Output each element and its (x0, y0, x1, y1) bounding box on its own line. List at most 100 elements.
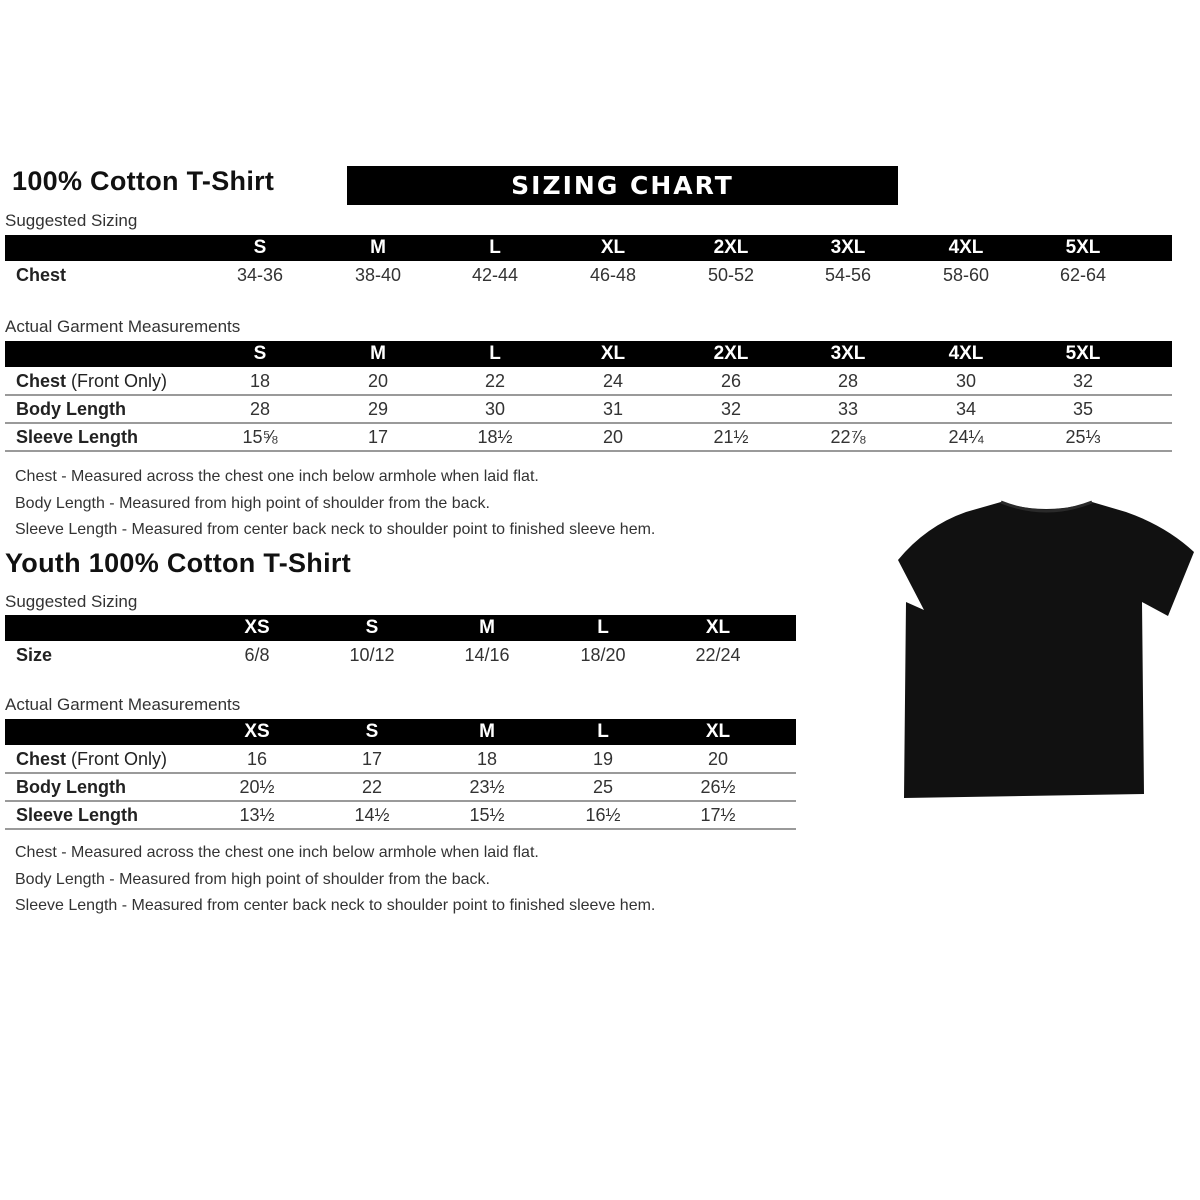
table-cell: 32 (1072, 371, 1094, 391)
table-header: S M L XL 2XL 3XL 4XL 5XL (5, 235, 1172, 261)
size-header-m: M (370, 343, 386, 364)
size-header-s: S (253, 343, 267, 364)
table-row: Sleeve Length 13½ 14½ 15½ 16½ 17½ (5, 801, 796, 829)
row-label-note: (Front Only) (66, 749, 168, 769)
table-cell: 20 (602, 427, 624, 447)
youth-note-chest: Chest - Measured across the chest one in… (15, 844, 539, 861)
row-label: Body Length (16, 773, 126, 801)
table-row: Sleeve Length 15⅝ 17 18½ 20 21½ 22⅞ 24¼ 25⅓ (5, 423, 1172, 451)
table-cell: 42-44 (471, 265, 519, 285)
row-label: Sleeve Length (16, 423, 138, 451)
adult-suggested-label: Suggested Sizing (5, 211, 138, 230)
row-divider (5, 772, 796, 774)
sizing-chart-banner: SIZING CHART (347, 166, 898, 205)
size-header-s: S (253, 237, 267, 258)
table-cell: 6/8 (244, 645, 270, 665)
table-row: Body Length 20½ 22 23½ 25 26½ (5, 773, 796, 801)
table-cell: 50-52 (707, 265, 755, 285)
row-divider (5, 800, 796, 802)
row-label-text: Body Length (16, 399, 126, 419)
table-cell: 24 (602, 371, 624, 391)
size-header-s: S (365, 721, 379, 742)
size-header-5xl: 5XL (1065, 237, 1101, 258)
size-header-xl: XL (705, 617, 731, 638)
row-label: Size (16, 641, 52, 669)
row-label-note: (Front Only) (66, 371, 168, 391)
row-divider (5, 422, 1172, 424)
row-divider (5, 828, 796, 830)
table-cell: 33 (837, 399, 859, 419)
size-header-m: M (370, 237, 386, 258)
table-cell: 29 (367, 399, 389, 419)
table-cell: 14½ (354, 805, 390, 825)
table-cell: 28 (249, 399, 271, 419)
table-cell: 32 (720, 399, 742, 419)
table-row: Chest (Front Only) 18 20 22 24 26 28 30 32 (5, 367, 1172, 395)
table-cell: 20½ (239, 777, 275, 797)
table-cell: 31 (602, 399, 624, 419)
size-header-m: M (479, 721, 495, 742)
size-header-l: L (489, 237, 501, 258)
table-cell: 22 (361, 777, 383, 797)
tshirt-icon (898, 500, 1194, 798)
table-cell: 15½ (469, 805, 505, 825)
table-cell: 18½ (477, 427, 513, 447)
table-cell: 20 (707, 749, 729, 769)
table-cell: 10/12 (349, 645, 395, 665)
size-header-xl: XL (600, 343, 626, 364)
table-cell: 25 (592, 777, 614, 797)
adult-note-sleeve-length: Sleeve Length - Measured from center bac… (15, 521, 656, 538)
size-header-s: S (365, 617, 379, 638)
size-header-2xl: 2XL (713, 237, 749, 258)
row-divider (5, 394, 1172, 396)
size-header-3xl: 3XL (830, 343, 866, 364)
size-header-xs: XS (244, 617, 270, 638)
row-label-text: Body Length (16, 777, 126, 797)
row-label: Sleeve Length (16, 801, 138, 829)
row-label: Chest (Front Only) (16, 745, 167, 773)
table-header: S M L XL 2XL 3XL 4XL 5XL (5, 341, 1172, 367)
table-cell: 26½ (700, 777, 736, 797)
table-row: Size 6/8 10/12 14/16 18/20 22/24 (5, 641, 796, 669)
adult-title: 100% Cotton T-Shirt (12, 166, 275, 196)
table-cell: 30 (955, 371, 977, 391)
table-cell: 46-48 (589, 265, 637, 285)
size-header-l: L (597, 617, 609, 638)
table-cell: 20 (367, 371, 389, 391)
table-cell: 34 (955, 399, 977, 419)
table-cell: 26 (720, 371, 742, 391)
table-cell: 24¼ (948, 427, 984, 447)
table-cell: 13½ (239, 805, 275, 825)
table-cell: 22⅞ (830, 427, 866, 447)
row-label: Chest (16, 261, 66, 289)
table-cell: 62-64 (1059, 265, 1107, 285)
table-cell: 58-60 (942, 265, 990, 285)
table-header: XS S M L XL (5, 719, 796, 745)
row-label-text: Chest (16, 371, 67, 391)
table-header: XS S M L XL (5, 615, 796, 641)
row-label-text: Sleeve Length (16, 427, 139, 447)
size-header-m: M (479, 617, 495, 638)
table-cell: 15⅝ (242, 427, 278, 447)
youth-suggested-label: Suggested Sizing (5, 592, 138, 611)
size-header-xl: XL (705, 721, 731, 742)
adult-actual-label: Actual Garment Measurements (5, 317, 241, 336)
table-cell: 17 (367, 427, 389, 447)
table-cell: 35 (1072, 399, 1094, 419)
table-cell: 54-56 (824, 265, 872, 285)
size-header-xs: XS (244, 721, 270, 742)
table-cell: 17 (361, 749, 383, 769)
size-header-5xl: 5XL (1065, 343, 1101, 364)
table-cell: 17½ (700, 805, 736, 825)
table-cell: 25⅓ (1065, 427, 1101, 447)
size-header-l: L (597, 721, 609, 742)
table-cell: 34-36 (236, 265, 284, 285)
size-header-4xl: 4XL (948, 343, 984, 364)
table-row: Body Length 28 29 30 31 32 33 34 35 (5, 395, 1172, 423)
row-label: Chest (Front Only) (16, 367, 167, 395)
size-header-4xl: 4XL (948, 237, 984, 258)
row-divider (5, 450, 1172, 452)
table-cell: 14/16 (464, 645, 510, 665)
size-header-3xl: 3XL (830, 237, 866, 258)
row-label-text: Chest (16, 265, 67, 285)
